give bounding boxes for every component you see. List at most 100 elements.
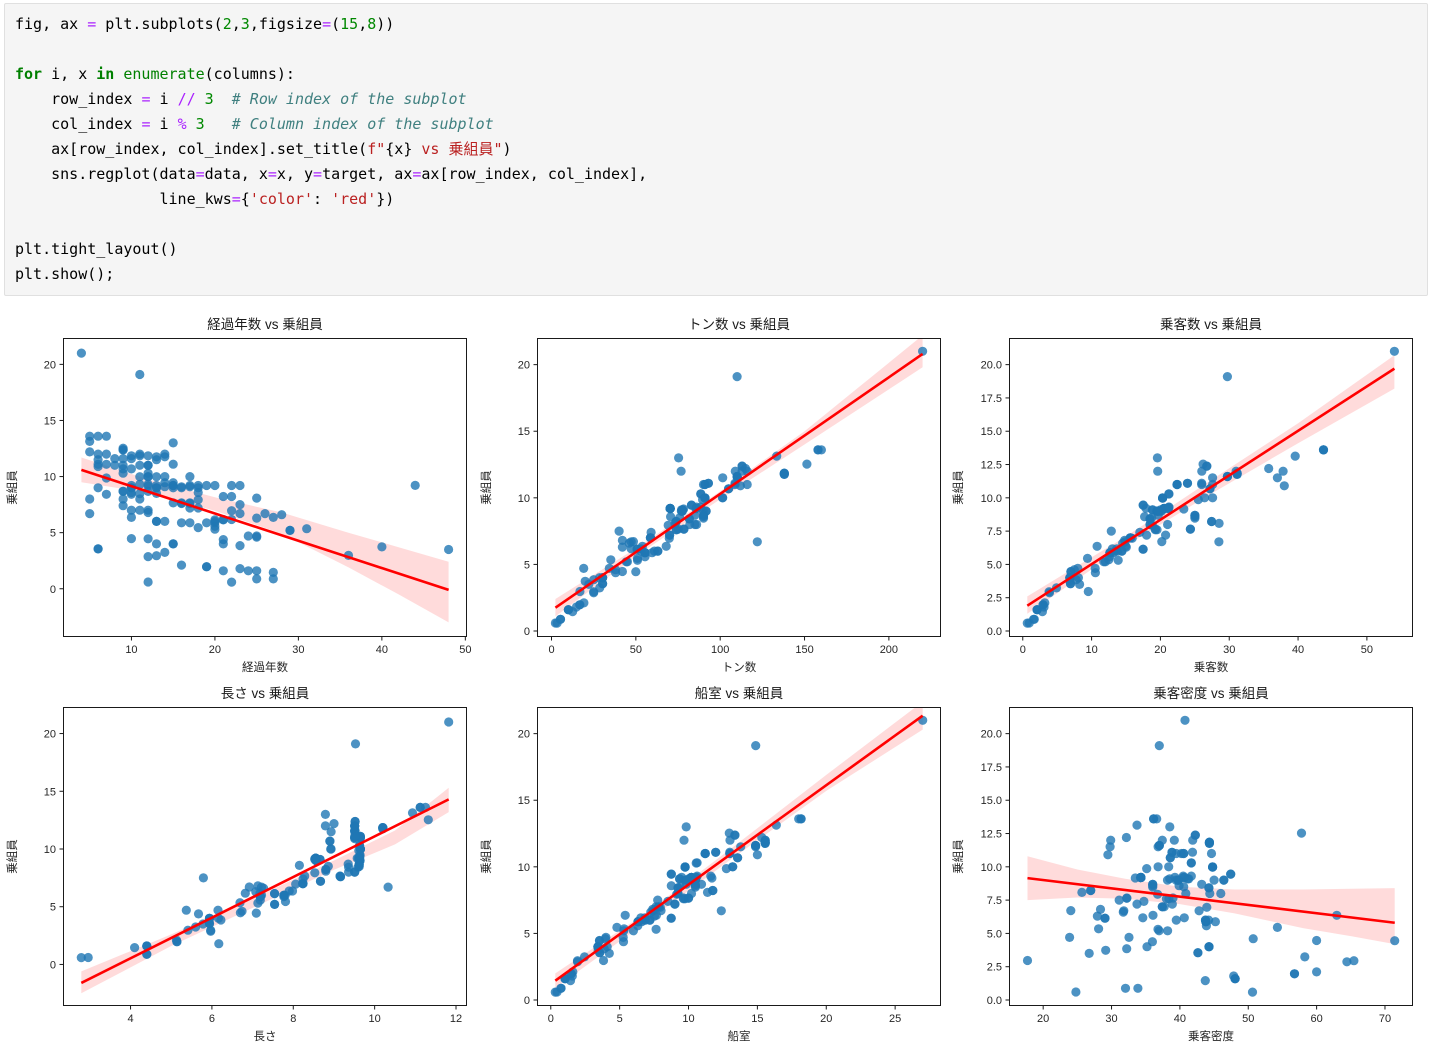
data-point (779, 469, 789, 479)
data-point (1312, 967, 1322, 977)
code-token-plain: ,figsize (249, 15, 323, 33)
data-point (285, 525, 295, 535)
data-point (294, 860, 304, 870)
data-point (118, 501, 128, 511)
data-point (698, 512, 709, 522)
y-tick-label: 5.0 (987, 928, 1002, 940)
data-point (216, 915, 226, 925)
data-point (1164, 862, 1174, 872)
data-point (160, 547, 170, 557)
data-point (579, 563, 589, 573)
x-tick-label: 0 (548, 1013, 554, 1025)
data-point (329, 819, 339, 829)
data-point (1205, 888, 1215, 899)
data-point (718, 473, 728, 483)
y-tick-label: 15 (518, 795, 530, 807)
data-point (118, 486, 128, 496)
code-token-nb: enumerate (123, 65, 205, 83)
data-point (1121, 832, 1131, 843)
y-tick-label: 2.5 (987, 593, 1002, 605)
data-point (181, 905, 191, 915)
data-point (252, 493, 262, 503)
data-point (268, 567, 278, 577)
y-tick-label: 0 (50, 584, 56, 596)
data-point (85, 447, 95, 457)
data-point (315, 876, 326, 886)
code-token-plain: , (358, 15, 368, 33)
data-point (1083, 586, 1093, 597)
code-token-plain: , (231, 15, 241, 33)
axes-frame (1009, 338, 1413, 637)
data-point (85, 494, 95, 504)
data-point (718, 493, 728, 503)
data-point (589, 588, 599, 598)
data-point (1208, 493, 1218, 503)
x-tick-label: 10 (369, 1013, 381, 1025)
data-point (632, 555, 643, 565)
data-point (151, 452, 162, 462)
code-token-op: = (195, 165, 205, 183)
x-tick-label: 10 (125, 644, 137, 656)
data-point (700, 848, 710, 859)
y-tick-label: 2.5 (987, 962, 1002, 974)
data-point (1197, 478, 1207, 488)
y-tick-label: 0.0 (987, 995, 1002, 1007)
axes-frame (63, 338, 467, 637)
data-point (725, 835, 735, 845)
data-point (244, 882, 254, 892)
code-token-plain: (columns): (204, 65, 295, 83)
data-point (1214, 518, 1224, 528)
code-token-plain: ) (502, 140, 512, 158)
data-point (202, 480, 212, 491)
y-tick-label: 17.5 (981, 393, 1002, 405)
data-point (172, 937, 182, 947)
data-point (690, 519, 700, 530)
data-point (302, 524, 312, 534)
data-point (1100, 913, 1110, 923)
data-point (176, 483, 187, 493)
y-tick-label: 0 (524, 626, 530, 638)
data-point (118, 445, 128, 455)
code-token-op: = (87, 15, 97, 33)
data-point (135, 460, 145, 470)
data-point (612, 922, 622, 932)
code-token-str: 'red' (331, 190, 377, 208)
data-point (1248, 934, 1258, 944)
data-point (227, 480, 237, 491)
data-point (383, 882, 393, 892)
data-point (1153, 924, 1163, 934)
x-axis-label: 経過年数 (242, 660, 288, 674)
data-point (235, 564, 245, 574)
data-point (1039, 602, 1049, 612)
data-point (1152, 453, 1162, 463)
data-point (444, 717, 454, 727)
y-axis-label: 乗組員 (480, 470, 493, 505)
confidence-band (555, 338, 923, 617)
code-line (15, 37, 1417, 62)
data-point (227, 577, 237, 587)
data-point (1389, 346, 1399, 356)
data-point (682, 875, 692, 885)
data-point (126, 464, 136, 474)
regression-line (1027, 876, 1395, 925)
data-point (1138, 544, 1148, 554)
code-cell[interactable]: fig, ax = plt.subplots(2,3,figsize=(15,8… (4, 3, 1428, 296)
data-point (653, 546, 663, 556)
data-point (802, 459, 812, 469)
data-point (143, 534, 153, 544)
code-line: line_kws={'color': 'red'}) (15, 187, 1417, 212)
data-point (270, 889, 280, 899)
data-point (1148, 910, 1158, 920)
data-point (354, 845, 364, 856)
data-point (151, 472, 162, 482)
y-tick-label: 10.0 (981, 493, 1002, 505)
data-point (617, 566, 627, 577)
data-point (813, 445, 823, 455)
code-token-plain (196, 90, 205, 108)
y-axis-label: 乗組員 (6, 839, 19, 874)
data-point (1290, 451, 1300, 461)
x-tick-label: 20 (209, 644, 221, 656)
y-tick-label: 7.5 (987, 526, 1002, 538)
scatter-points (550, 346, 928, 628)
code-token-plain: ax[row_index, col_index].set_title( (15, 140, 368, 158)
